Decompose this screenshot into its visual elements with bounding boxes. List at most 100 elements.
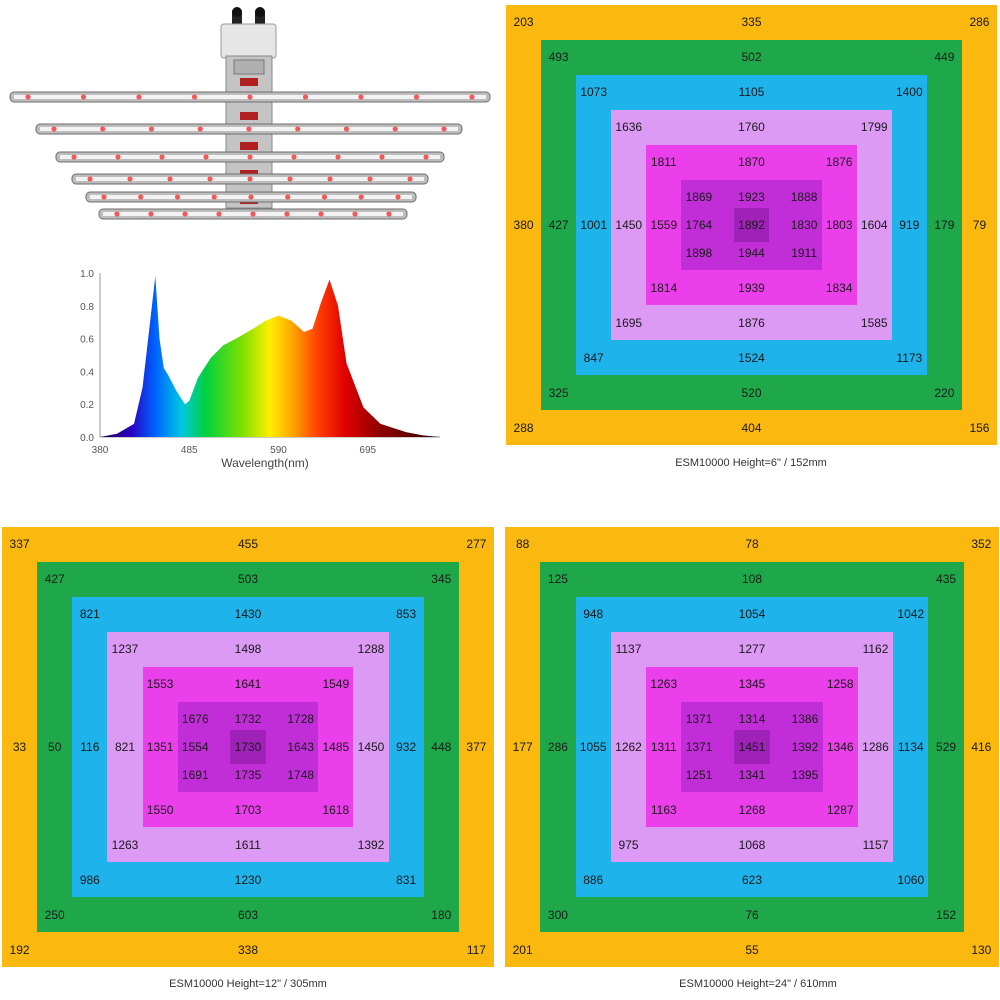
x-tick-label: 695 xyxy=(359,445,376,456)
ppfd-value: 1450 xyxy=(357,740,385,754)
x-tick-label: 380 xyxy=(92,445,109,456)
ppfd-value: 986 xyxy=(79,872,100,887)
ppfd-value: 300 xyxy=(547,907,568,922)
led-dot xyxy=(211,194,217,200)
ppfd-value: 1695 xyxy=(615,315,643,330)
ppfd-value: 1392 xyxy=(357,837,385,852)
ppfd-value: 1760 xyxy=(738,120,765,135)
ppfd-value: 1341 xyxy=(738,767,766,782)
led-dot xyxy=(335,154,341,160)
ppfd-value: 1162 xyxy=(862,642,889,657)
ppfd-value: 1604 xyxy=(860,218,888,232)
led-dot xyxy=(246,126,252,132)
ppfd-value: 1641 xyxy=(234,677,262,692)
ppfd-value: 335 xyxy=(741,15,762,30)
ppfd-value: 455 xyxy=(237,537,259,552)
y-tick-label: 0.2 xyxy=(80,400,94,411)
ppfd-value: 1830 xyxy=(790,218,818,232)
ppfd-value: 277 xyxy=(466,537,487,552)
ppfd-value: 1876 xyxy=(738,315,765,330)
ppfd-value: 1251 xyxy=(685,767,713,782)
led-dot xyxy=(358,94,364,100)
spectrum-plot: 0.0 0.2 0.4 0.6 0.8 1.0 380 485 590 695 Waveleng… xyxy=(80,269,440,470)
led-dot xyxy=(71,154,77,160)
x-axis-label: Wavelength(nm) xyxy=(221,456,309,470)
led-dot xyxy=(367,176,373,182)
ppfd-value: 1730 xyxy=(234,740,262,754)
ppfd-value: 377 xyxy=(466,740,487,754)
ppfd-value: 1898 xyxy=(685,245,713,260)
led-dot xyxy=(247,176,253,182)
y-tick-label: 0.6 xyxy=(80,335,94,346)
led-dot xyxy=(197,126,203,132)
ppfd-value: 201 xyxy=(512,942,533,957)
ppfd-value: 886 xyxy=(583,872,604,887)
y-tick-label: 0.8 xyxy=(80,302,94,313)
ppfd-value: 1258 xyxy=(826,677,854,692)
led-dot xyxy=(321,194,328,200)
ppfd-value: 1799 xyxy=(860,120,888,135)
led-dot xyxy=(174,194,181,200)
ppfd-value: 1764 xyxy=(685,218,713,232)
led-dot xyxy=(441,126,447,132)
ppfd-value: 1834 xyxy=(825,280,853,295)
ppfd-value: 1498 xyxy=(234,642,262,657)
ppfd-value: 821 xyxy=(114,740,136,754)
ppfd-value: 203 xyxy=(513,15,534,30)
led-dot xyxy=(100,126,106,132)
led-dot xyxy=(148,211,154,217)
y-tick-label: 1.0 xyxy=(80,269,94,280)
ppfd-value: 1137 xyxy=(615,642,642,657)
ppfd-value: 1748 xyxy=(287,767,315,782)
led-dot xyxy=(295,126,301,132)
ppfd-value: 502 xyxy=(741,50,762,65)
ppfd-value: 1395 xyxy=(791,767,819,782)
ppfd-value: 1611 xyxy=(235,837,261,852)
ppfd-value: 520 xyxy=(741,385,762,400)
led-dot xyxy=(352,211,358,217)
ppfd-value: 1173 xyxy=(896,350,923,365)
ppfd-value: 286 xyxy=(969,15,990,30)
ppfd-value: 1892 xyxy=(738,218,765,232)
led-dot xyxy=(87,176,93,182)
ppfd-value: 1277 xyxy=(738,642,766,657)
ppfd-value: 1524 xyxy=(738,350,765,365)
ppfd-value: 78 xyxy=(745,537,759,552)
heatmap-caption: ESM10000 Height=24" / 610mm xyxy=(679,978,837,990)
intensity-ring-6 xyxy=(733,207,770,243)
ppfd-value: 1073 xyxy=(580,85,608,100)
ppfd-value: 1944 xyxy=(738,245,765,260)
ppfd-value: 1636 xyxy=(615,120,643,135)
ppfd-value: 108 xyxy=(741,572,763,587)
ppfd-value: 179 xyxy=(934,218,955,232)
heatmap-caption: ESM10000 Height=6" / 152mm xyxy=(675,457,827,469)
led-dot xyxy=(25,94,31,100)
led-dot xyxy=(248,194,254,200)
led-dot xyxy=(167,176,173,182)
led-dot xyxy=(285,194,291,200)
ppfd-value: 192 xyxy=(9,942,30,957)
led-dot xyxy=(291,154,297,160)
ppfd-value: 33 xyxy=(12,740,27,754)
ppfd-value: 1923 xyxy=(738,190,765,205)
ppfd-value: 338 xyxy=(237,942,259,957)
ppfd-value: 1911 xyxy=(791,245,817,260)
led-dot xyxy=(203,154,209,160)
ppfd-value: 1163 xyxy=(650,802,677,817)
led-dot xyxy=(302,94,309,100)
x-tick-label: 590 xyxy=(270,445,287,456)
led-dot xyxy=(343,126,350,132)
ppfd-value: 325 xyxy=(548,385,569,400)
ppfd-value: 250 xyxy=(44,907,65,922)
led-dot xyxy=(247,154,253,160)
ppfd-value: 919 xyxy=(899,218,920,232)
led-dot xyxy=(216,211,222,217)
ppfd-value: 847 xyxy=(583,350,604,365)
led-dot xyxy=(159,154,165,160)
led-dot xyxy=(191,94,198,100)
ppfd-value: 603 xyxy=(237,907,259,922)
driver-label xyxy=(240,112,258,120)
cable-plug xyxy=(255,7,265,17)
led-dot xyxy=(247,94,253,100)
led-dot xyxy=(423,154,429,160)
